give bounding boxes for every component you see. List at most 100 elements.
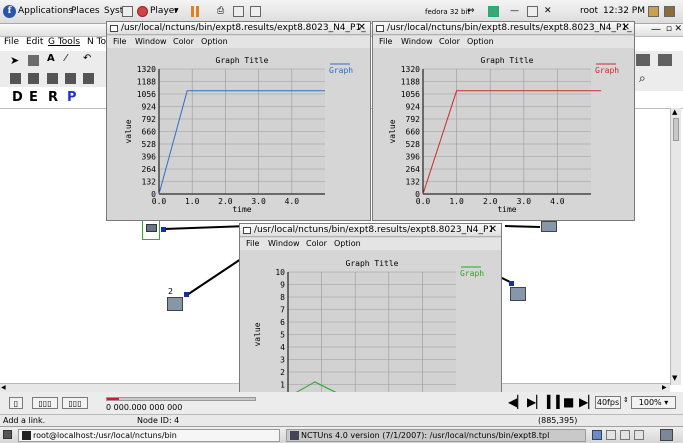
- port-icon[interactable]: [161, 227, 166, 232]
- chart-svg: 13201188105692479266052839626413200.0 1.0…: [107, 49, 370, 220]
- x-tick-label: 3.0: [517, 197, 532, 206]
- taskbar-nctuns[interactable]: NCTUns 4.0 version (7/1/2007): /usr/loca…: [286, 429, 586, 442]
- trash-icon[interactable]: [660, 429, 673, 441]
- y-tick-label: 1188: [401, 78, 420, 87]
- window-titlebar[interactable]: /usr/local/nctuns/bin/expt8.results/expt…: [373, 22, 634, 35]
- fps-stepper-icon[interactable]: ⇕: [623, 396, 629, 404]
- x-tick-label: 1.0: [449, 197, 464, 206]
- window-titlebar[interactable]: /usr/local/nctuns/bin/expt8.results/expt…: [107, 22, 370, 35]
- host-node-icon[interactable]: [541, 221, 557, 232]
- rewind-icon[interactable]: ◀▏: [508, 395, 526, 409]
- stop-icon[interactable]: ■: [563, 395, 574, 409]
- y-tick-label: 660: [406, 128, 421, 137]
- y-tick-label: 792: [142, 115, 157, 124]
- workspace-icon[interactable]: [634, 430, 644, 440]
- host-node-icon[interactable]: [510, 287, 526, 301]
- y-tick-label: 264: [406, 165, 421, 174]
- close-icon[interactable]: ✕: [489, 224, 497, 235]
- y-tick-label: 3: [280, 356, 285, 365]
- menu-color[interactable]: Color: [173, 37, 194, 46]
- close-icon[interactable]: ✕: [622, 22, 630, 33]
- port-icon[interactable]: [509, 281, 514, 286]
- workspace-icon[interactable]: [606, 430, 616, 440]
- close-icon[interactable]: ✕: [358, 22, 366, 33]
- y-tick-label: 1: [280, 381, 285, 390]
- legend-label: Graph: [595, 66, 619, 75]
- y-tick-label: 1056: [401, 90, 420, 99]
- chart-title: Graph Title: [346, 259, 399, 268]
- menu-file[interactable]: File: [379, 37, 392, 46]
- y-tick-label: 396: [142, 153, 157, 162]
- menu-file[interactable]: File: [113, 37, 126, 46]
- y-axis-label: value: [253, 322, 262, 346]
- legend-label: Graph: [329, 66, 353, 75]
- taskbar-terminal[interactable]: root@localhost:/usr/local/nctuns/bin: [18, 429, 280, 442]
- window-menubar: File Window Color Option: [107, 36, 370, 48]
- y-tick-label: 6: [280, 318, 285, 327]
- taskbar-terminal-label: root@localhost:/usr/local/nctuns/bin: [33, 431, 177, 440]
- y-tick-label: 2: [280, 368, 285, 377]
- x-tick-label: 4.0: [285, 197, 300, 206]
- menu-option[interactable]: Option: [467, 37, 494, 46]
- menu-option[interactable]: Option: [201, 37, 228, 46]
- menu-color[interactable]: Color: [306, 239, 327, 248]
- y-axis-label: value: [124, 119, 133, 143]
- port-icon[interactable]: [184, 292, 189, 297]
- y-tick-label: 7: [280, 306, 285, 315]
- y-tick-label: 1320: [137, 65, 156, 74]
- y-tick-label: 264: [142, 165, 157, 174]
- show-desktop-icon[interactable]: [3, 430, 12, 439]
- workspace-icon[interactable]: [592, 430, 602, 440]
- stepper-button[interactable]: ▯▯▯: [32, 397, 58, 409]
- window-icon: [110, 25, 118, 32]
- link-line: [505, 226, 540, 227]
- zoom-value: 100%: [639, 398, 662, 407]
- window-titlebar[interactable]: /usr/local/nctuns/bin/expt8.results/expt…: [240, 224, 501, 237]
- time-display: 0 000.000 000 000: [106, 403, 182, 412]
- x-axis-label: time: [497, 205, 516, 214]
- node-id: Node ID: 4: [137, 416, 179, 425]
- coordinates: (885,395): [538, 416, 577, 425]
- fps-value: 40fps: [597, 398, 619, 407]
- window-title: /usr/local/nctuns/bin/expt8.results/expt…: [387, 23, 632, 33]
- y-tick-label: 396: [406, 153, 421, 162]
- window-icon: [376, 25, 384, 32]
- taskbar-nctuns-label: NCTUns 4.0 version (7/1/2007): /usr/loca…: [301, 431, 549, 440]
- x-tick-label: 0.0: [416, 197, 431, 206]
- menu-window[interactable]: Window: [268, 239, 300, 248]
- stepper-button[interactable]: ▯▯▯: [62, 397, 88, 409]
- link-line: [187, 255, 247, 295]
- link-line: [164, 226, 248, 229]
- status-bar: Add a link. Node ID: 4 (885,395): [0, 414, 683, 426]
- menu-window[interactable]: Window: [135, 37, 167, 46]
- workspace-icon[interactable]: [620, 430, 630, 440]
- graph-window-2: /usr/local/nctuns/bin/expt8.results/expt…: [372, 21, 635, 221]
- stepper-button[interactable]: ▯: [9, 397, 23, 409]
- y-axis-label: value: [388, 119, 397, 143]
- x-axis-label: time: [232, 205, 251, 214]
- y-tick-label: 5: [280, 331, 285, 340]
- menu-color[interactable]: Color: [439, 37, 460, 46]
- graph-window-1: /usr/local/nctuns/bin/expt8.results/expt…: [106, 21, 371, 221]
- app-icon: [290, 431, 299, 440]
- window-icon: [243, 227, 251, 234]
- play-icon[interactable]: ▶▏: [527, 395, 545, 409]
- y-tick-label: 924: [406, 103, 421, 112]
- menu-file[interactable]: File: [246, 239, 259, 248]
- zoom-select[interactable]: 100% ▾: [631, 396, 676, 409]
- y-tick-label: 1056: [137, 90, 156, 99]
- node-label: 2: [168, 287, 173, 296]
- progress-bar[interactable]: [106, 397, 256, 401]
- y-tick-label: 924: [142, 103, 157, 112]
- window-menubar: File Window Color Option: [240, 238, 501, 250]
- x-tick-label: 3.0: [251, 197, 266, 206]
- y-tick-label: 9: [280, 281, 285, 290]
- legend-label: Graph: [460, 269, 484, 278]
- y-tick-label: 528: [406, 140, 421, 149]
- menu-option[interactable]: Option: [334, 239, 361, 248]
- menu-window[interactable]: Window: [401, 37, 433, 46]
- host-node-icon[interactable]: [142, 220, 160, 240]
- terminal-icon: [22, 431, 31, 440]
- fps-input[interactable]: 40fps: [595, 396, 621, 409]
- host-node-icon[interactable]: [167, 297, 183, 311]
